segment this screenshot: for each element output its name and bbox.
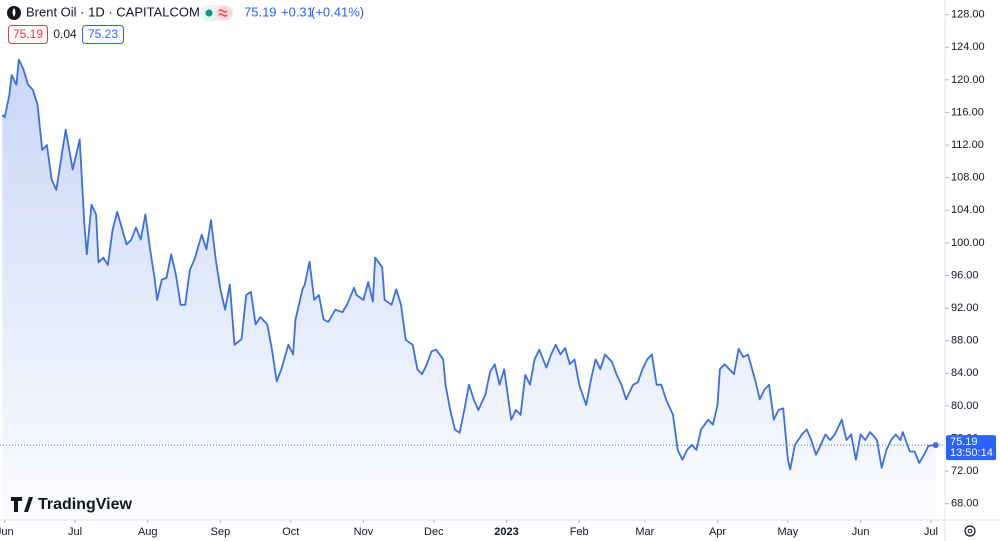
y-tick-label: 124.00 (951, 41, 985, 53)
settings-icon-center (967, 528, 973, 534)
drop-icon (12, 8, 16, 17)
x-tick-label: Jun (852, 526, 870, 538)
status-wave (218, 9, 228, 17)
x-tick-label: Mar (635, 526, 654, 538)
y-tick-label: 80.00 (951, 400, 979, 412)
y-tick-label: 100.00 (951, 237, 985, 249)
x-tick-label: Feb (570, 526, 589, 538)
x-tick-label: Jul (68, 526, 82, 538)
y-tick-label: 88.00 (951, 335, 979, 347)
price-line (1, 58, 936, 471)
y-tick-label: 96.00 (951, 269, 979, 281)
price-tag-value: 75.19 (950, 436, 978, 448)
y-tick-label: 104.00 (951, 204, 985, 216)
y-tick-label: 84.00 (951, 367, 979, 379)
x-tick-label: Oct (282, 526, 299, 538)
x-tick-label: Jul (924, 526, 938, 538)
sell-box[interactable] (8, 25, 48, 44)
y-tick-label: 92.00 (951, 302, 979, 314)
x-tick-label: Jun (0, 526, 14, 538)
change-pct: (+0.41%) (311, 4, 364, 19)
sell-price[interactable]: 75.19 (13, 27, 43, 41)
plot: 68.0072.0076.0080.0084.0088.0092.0096.00… (0, 9, 985, 538)
area (2, 59, 936, 520)
price-tag-countdown: 13:50:14 (950, 447, 993, 459)
x-tick-label: Dec (424, 526, 444, 538)
logo-icon (11, 497, 33, 512)
last-point (932, 442, 939, 449)
logo-text: TradingView (38, 496, 133, 513)
y-tick-label: 112.00 (951, 139, 984, 151)
y-tick-label: 68.00 (951, 498, 979, 510)
y-tick-label: 128.00 (951, 9, 985, 21)
x-tick-label: 2023 (494, 526, 518, 538)
x-tick-label: May (778, 526, 799, 538)
x-tick-label: Sep (211, 526, 231, 538)
y-tick-label: 108.00 (951, 172, 985, 184)
last-price: 75.19 (244, 4, 277, 19)
x-tick-label: Nov (354, 526, 374, 538)
buy-price[interactable]: 75.23 (88, 27, 118, 41)
spread: 0.04 (53, 27, 77, 41)
y-tick-label: 116.00 (951, 106, 984, 118)
settings-icon[interactable] (964, 525, 976, 537)
market-open-dot (205, 9, 213, 17)
x-tick-label: Apr (709, 526, 726, 538)
status-icon (216, 6, 232, 20)
symbol-title: Brent Oil · 1D · CAPITALCOM (26, 4, 200, 19)
x-tick-label: Aug (138, 526, 158, 538)
change: +0.31 (281, 4, 314, 19)
price-tag (946, 435, 996, 461)
buy-box[interactable] (82, 25, 124, 44)
y-tick-label: 72.00 (951, 465, 979, 477)
y-tick-label: 120.00 (951, 74, 985, 86)
